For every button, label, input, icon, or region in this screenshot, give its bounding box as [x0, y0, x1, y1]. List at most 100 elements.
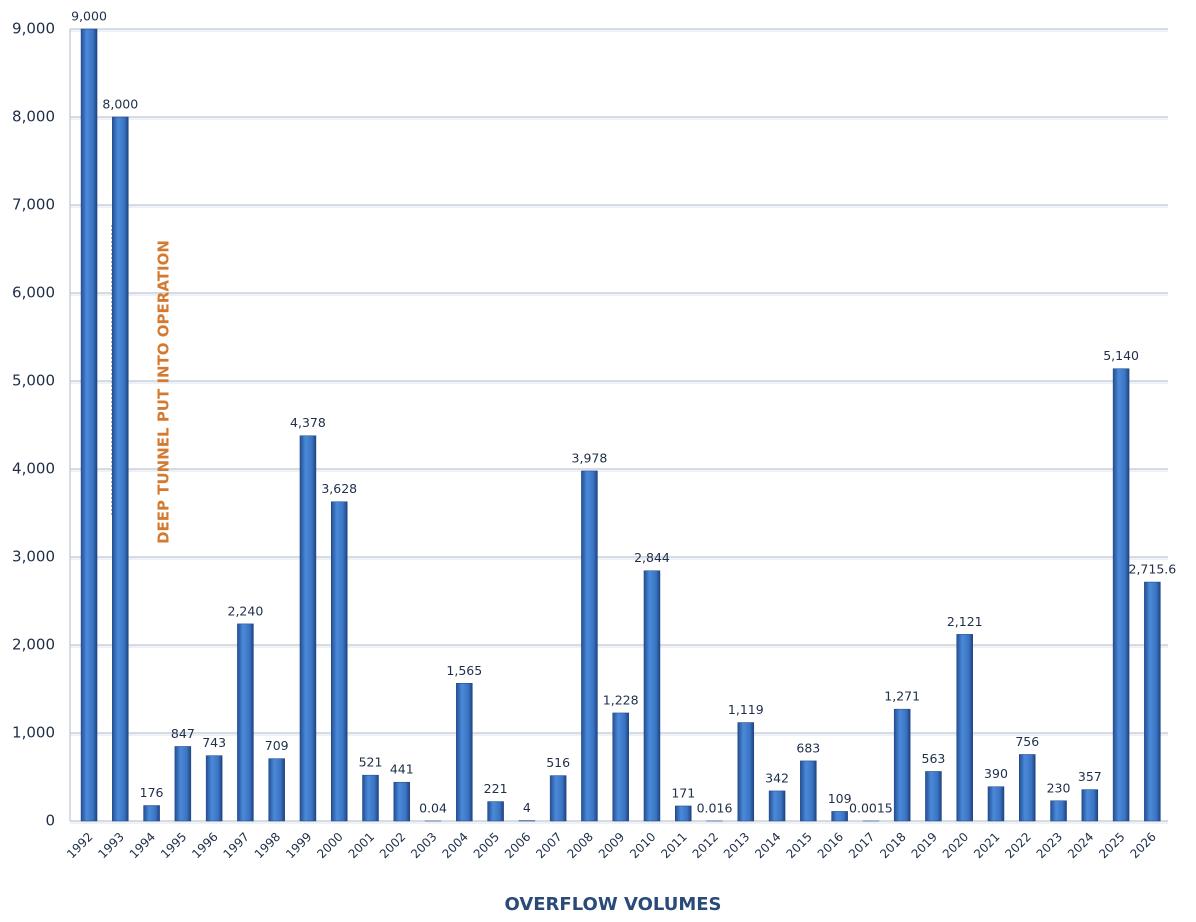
bar [1144, 581, 1161, 822]
bar [674, 805, 692, 822]
x-tick-label: 2017 [846, 830, 877, 861]
value-label: 521 [359, 755, 383, 770]
x-tick-label: 2019 [909, 830, 940, 861]
value-label: 743 [202, 735, 226, 750]
value-label: 1,228 [603, 692, 639, 707]
x-tick-label: 1992 [64, 830, 95, 861]
bar [487, 801, 504, 822]
chart-title: OVERFLOW VOLUMES [505, 894, 722, 915]
y-tick-label: 1,000 [12, 724, 55, 742]
value-label: 2,240 [228, 603, 264, 618]
value-label: 1,271 [884, 689, 920, 704]
value-label: 9,000 [71, 9, 107, 24]
bar [1050, 800, 1067, 822]
bar [456, 683, 473, 822]
bar [112, 116, 129, 822]
bar [768, 790, 786, 822]
bar [925, 771, 942, 822]
x-tick-label: 2012 [690, 830, 721, 861]
bar [612, 712, 629, 822]
x-tick-label: 2021 [971, 830, 1002, 861]
x-tick-label: 2020 [940, 830, 971, 861]
x-tick-label: 2000 [314, 830, 345, 861]
value-label: 4,378 [290, 415, 326, 430]
x-tick-label: 2022 [1002, 830, 1033, 861]
bar [581, 470, 598, 822]
y-tick-label: 2,000 [12, 636, 55, 654]
x-tick-label: 2005 [471, 830, 502, 861]
value-label: 8,000 [102, 97, 138, 112]
x-tick-label: 1994 [127, 830, 158, 861]
bar [1112, 368, 1130, 822]
bar [956, 634, 973, 822]
bar [330, 501, 348, 822]
value-label: 4 [523, 800, 531, 815]
x-tick-label: 2014 [752, 830, 783, 861]
value-label: 2,121 [947, 614, 983, 629]
value-label: 0.0015 [849, 800, 893, 815]
x-tick-label: 1999 [283, 830, 314, 861]
x-tick-label: 2004 [439, 830, 470, 861]
y-tick-label: 6,000 [12, 284, 55, 302]
x-tick-label: 2015 [783, 830, 814, 861]
bar [1081, 789, 1099, 822]
bar [1019, 754, 1036, 822]
value-label: 2,844 [634, 550, 670, 565]
bar [268, 758, 285, 822]
x-tick-label: 2025 [1096, 830, 1127, 861]
value-label: 3,978 [572, 450, 608, 465]
bar [80, 28, 98, 822]
y-tick-label: 3,000 [12, 548, 55, 566]
x-tick-label: 1993 [95, 830, 126, 861]
value-label: 1,565 [446, 663, 482, 678]
value-label: 176 [140, 785, 164, 800]
x-tick-label: 2026 [1127, 830, 1158, 861]
bar [362, 774, 379, 822]
value-label: 357 [1078, 769, 1102, 784]
x-tick-label: 2003 [408, 830, 439, 861]
x-tick-label: 2023 [1034, 830, 1065, 861]
y-tick-label: 5,000 [12, 372, 55, 390]
value-label: 516 [546, 755, 570, 770]
value-label: 441 [390, 762, 414, 777]
bar [205, 755, 223, 822]
value-label: 683 [796, 740, 820, 755]
value-label: 709 [265, 738, 289, 753]
x-tick-label: 1995 [158, 830, 189, 861]
x-tick-label: 2024 [1065, 830, 1096, 861]
y-tick-label: 0 [45, 812, 55, 830]
bar [800, 760, 817, 822]
annotation: DEEP TUNNEL PUT INTO OPERATION [155, 240, 173, 544]
x-tick-label: 1998 [252, 830, 283, 861]
x-tick-label: 1996 [189, 830, 220, 861]
value-label: 847 [171, 726, 195, 741]
bar [174, 746, 192, 822]
x-tick-label: 2018 [877, 830, 908, 861]
value-label: 0.04 [419, 800, 447, 815]
bar [549, 775, 567, 822]
bar [237, 623, 254, 822]
bar [643, 570, 661, 822]
value-label: 1,119 [728, 702, 764, 717]
value-label: 0.016 [697, 800, 733, 815]
bar [143, 805, 160, 822]
y-tick-label: 9,000 [12, 20, 55, 38]
value-label: 342 [765, 770, 789, 785]
value-label: 2,715.6 [1129, 562, 1177, 577]
x-tick-label: 2009 [596, 830, 627, 861]
bar [299, 435, 317, 822]
x-tick-label: 2006 [502, 830, 533, 861]
x-tick-label: 2008 [565, 830, 596, 861]
y-tick-label: 7,000 [12, 196, 55, 214]
value-label: 230 [1047, 780, 1071, 795]
value-label: 756 [1015, 734, 1039, 749]
value-label: 3,628 [321, 481, 357, 496]
x-tick-label: 2013 [721, 830, 752, 861]
x-tick-label: 2011 [658, 830, 689, 861]
bar [893, 708, 911, 822]
x-tick-label: 1997 [221, 830, 252, 861]
y-tick-label: 8,000 [12, 108, 55, 126]
x-tick-label: 2007 [533, 830, 564, 861]
x-tick-label: 2002 [377, 830, 408, 861]
